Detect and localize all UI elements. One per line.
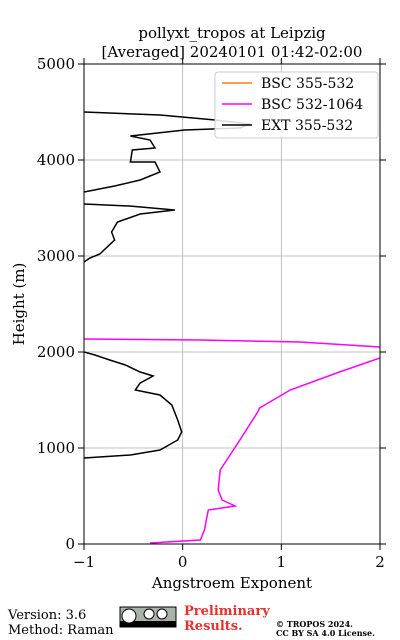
y-tick-label: 0 — [65, 535, 75, 553]
license: CC BY SA 4.0 License. — [276, 628, 375, 638]
chart-title: pollyxt_tropos at Leipzig — [138, 24, 326, 42]
y-tick-label: 4000 — [37, 151, 75, 169]
x-axis-label: Angstroem Exponent — [151, 574, 312, 592]
plot-frame — [83, 63, 381, 545]
y-axis-label: Height (m) — [10, 263, 28, 346]
profile-line — [84, 111, 251, 459]
x-tick-label: −1 — [73, 553, 95, 571]
plot-lines — [84, 111, 380, 544]
y-tick-label: 1000 — [37, 439, 75, 457]
version: Version: 3.6 — [7, 608, 86, 623]
legend-box — [214, 71, 379, 139]
x-tick-label: 1 — [277, 553, 287, 571]
y-tick-label: 5000 — [37, 55, 75, 73]
legend-label: EXT 355-532 — [261, 118, 353, 134]
notice: Preliminary — [184, 604, 270, 619]
y-tick-label: 3000 — [37, 247, 75, 265]
legend-label: BSC 532-1064 — [261, 97, 363, 113]
y-tick-label: 2000 — [37, 343, 75, 361]
notice: Results. — [184, 619, 243, 634]
legend: BSC 355-532 BSC 532-1064 EXT 355-532 — [214, 71, 379, 139]
profile-line — [84, 338, 380, 544]
copyright: © TROPOS 2024. — [276, 619, 353, 629]
x-tick-label: 0 — [178, 553, 188, 571]
method: Method: Raman — [8, 623, 114, 638]
chart-title: [Averaged] 20240101 01:42-02:00 — [102, 43, 363, 61]
legend-label: BSC 355-532 — [261, 76, 354, 92]
cc-logo — [119, 606, 177, 628]
x-tick-label: 2 — [375, 553, 385, 571]
